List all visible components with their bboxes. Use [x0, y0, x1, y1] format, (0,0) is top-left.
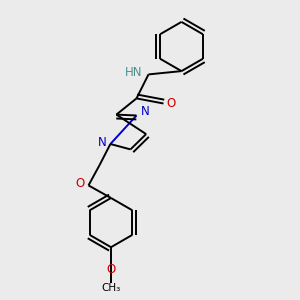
Text: N: N — [140, 105, 149, 119]
Text: O: O — [76, 177, 85, 190]
Text: N: N — [98, 136, 106, 149]
Text: CH₃: CH₃ — [101, 283, 121, 293]
Text: O: O — [106, 262, 116, 276]
Text: HN: HN — [125, 65, 143, 79]
Text: O: O — [167, 97, 176, 110]
